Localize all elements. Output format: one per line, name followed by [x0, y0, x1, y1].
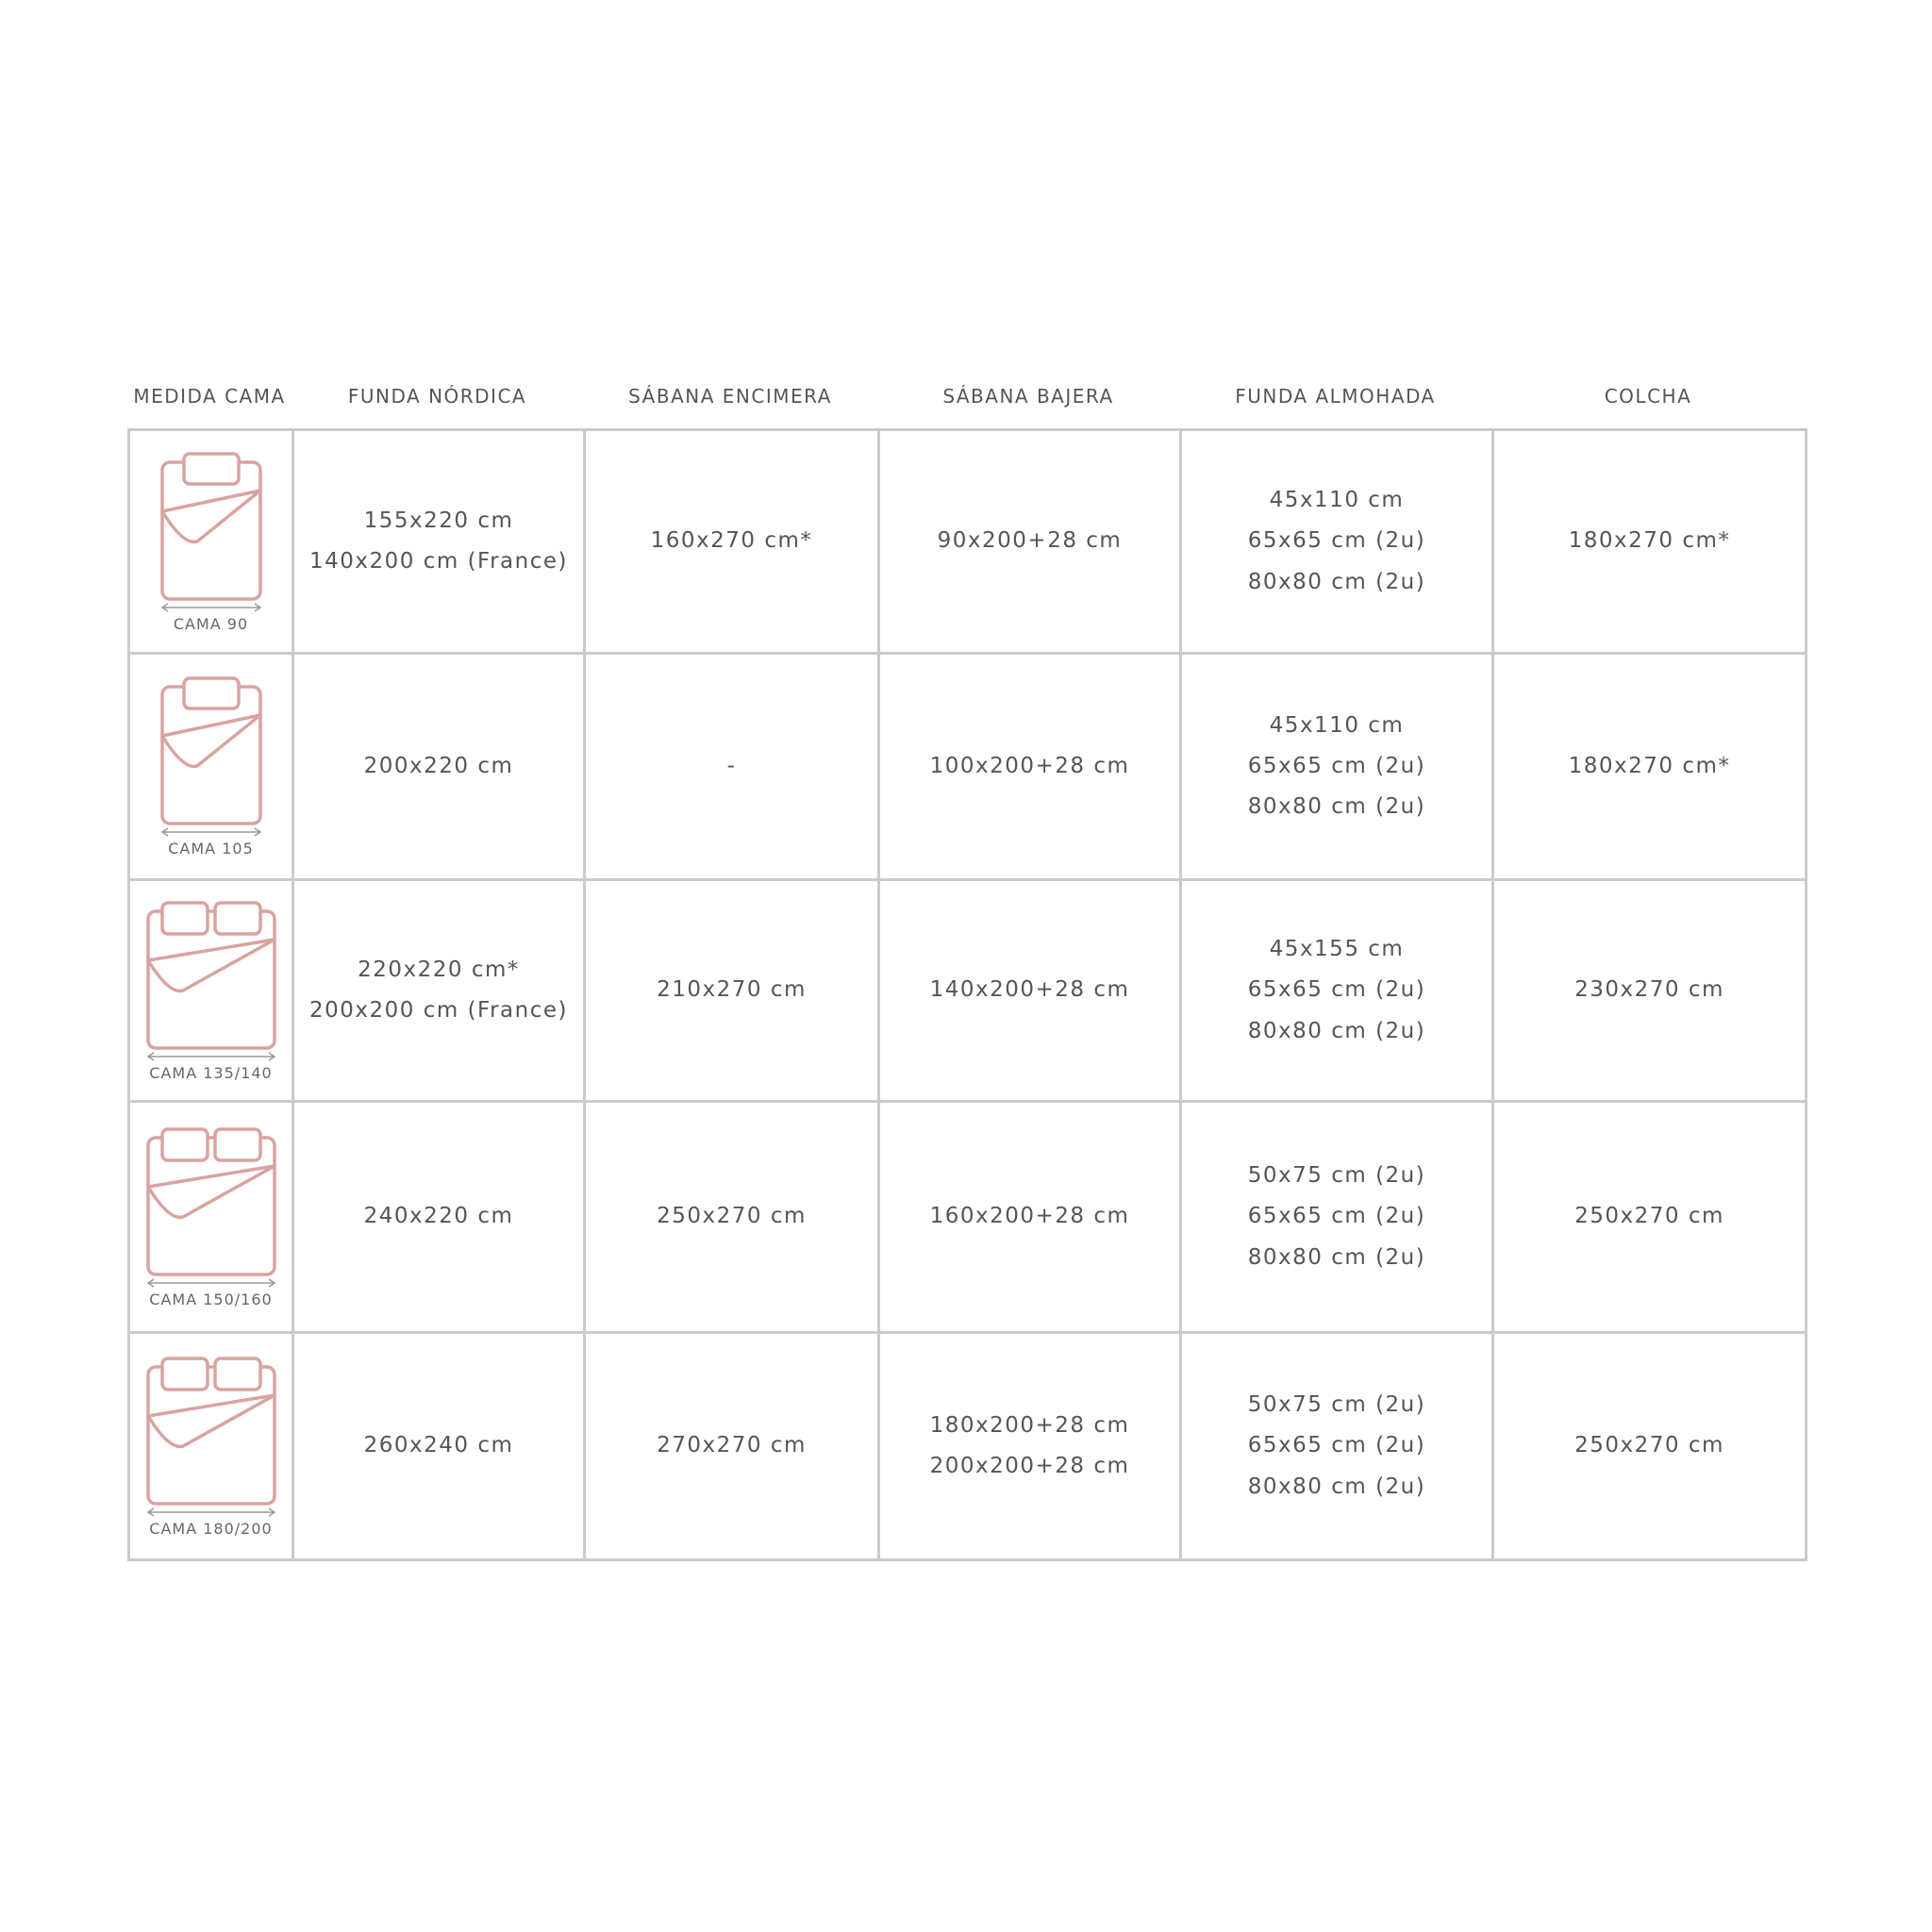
header-sabana-encimera: SÁBANA ENCIMERA — [628, 385, 832, 408]
bed-size-label: CAMA 180/200 — [149, 1519, 273, 1538]
width-arrow-icon — [146, 1507, 275, 1517]
colcha-cell: 230x270 cm — [1491, 878, 1807, 1103]
header-sabana-bajera: SÁBANA BAJERA — [942, 385, 1114, 408]
bed-size-cell: CAMA 135/140 — [127, 878, 294, 1103]
size-value: 250x270 cm — [1574, 1204, 1724, 1229]
size-value: 200x220 cm — [363, 753, 514, 778]
size-value: 260x240 cm — [363, 1433, 514, 1458]
bed-size-label: CAMA 105 — [168, 840, 254, 858]
double-bed-icon — [130, 1126, 291, 1289]
width-arrow-icon — [160, 827, 261, 837]
table-row: CAMA 90 155x220 cm 140x200 cm (France) 160x… — [127, 428, 1807, 655]
size-value: 200x200+28 cm — [929, 1454, 1130, 1478]
width-arrow-icon — [146, 1051, 275, 1061]
header-funda-nordica: FUNDA NÓRDICA — [347, 385, 527, 408]
sabana-bajera-cell: 160x200+28 cm — [877, 1100, 1182, 1334]
size-value: 45x155 cm — [1269, 937, 1405, 962]
table-row: CAMA 135/140 220x220 cm* 200x200 cm (Franc… — [127, 878, 1807, 1103]
width-arrow-icon — [146, 1277, 275, 1288]
funda-nordica-cell: 155x220 cm 140x200 cm (France) — [291, 428, 586, 655]
sabana-bajera-cell: 90x200+28 cm — [877, 428, 1182, 655]
colcha-cell: 250x270 cm — [1491, 1331, 1807, 1561]
size-value: - — [726, 753, 737, 778]
sabana-bajera-cell: 140x200+28 cm — [877, 878, 1182, 1103]
colcha-cell: 180x270 cm* — [1491, 428, 1807, 655]
double-bed-icon — [130, 900, 291, 1062]
sabana-encimera-cell: - — [583, 652, 880, 881]
table-row: CAMA 180/200 260x240 cm 270x270 cm 180x200+… — [127, 1331, 1807, 1561]
size-value: 220x220 cm* — [358, 957, 520, 982]
size-value: 180x270 cm* — [1568, 528, 1731, 554]
bed-size-label: CAMA 90 — [173, 614, 249, 633]
size-value: 80x80 cm (2u) — [1247, 569, 1426, 594]
size-value: 160x200+28 cm — [929, 1204, 1130, 1229]
size-value: 45x110 cm — [1269, 488, 1405, 513]
table-row: CAMA 150/160 240x220 cm 250x270 cm 160x200+… — [127, 1100, 1807, 1334]
size-value: 160x270 cm* — [650, 528, 813, 554]
size-value: 80x80 cm (2u) — [1247, 794, 1426, 820]
size-value: 140x200+28 cm — [929, 977, 1130, 1003]
table-row: CAMA 105 200x220 cm - 100x200+28 cm 45x110 c… — [127, 652, 1807, 881]
sabana-bajera-cell: 100x200+28 cm — [877, 652, 1182, 881]
width-arrow-icon — [160, 602, 261, 612]
size-value: 250x270 cm — [1574, 1433, 1724, 1458]
funda-almohada-cell: 45x110 cm 65x65 cm (2u) 80x80 cm (2u) — [1179, 428, 1494, 655]
funda-almohada-cell: 50x75 cm (2u) 65x65 cm (2u) 80x80 cm (2u) — [1179, 1331, 1494, 1561]
funda-almohada-cell: 45x155 cm 65x65 cm (2u) 80x80 cm (2u) — [1179, 878, 1494, 1103]
size-value: 50x75 cm (2u) — [1247, 1163, 1426, 1189]
header-funda-almohada: FUNDA ALMOHADA — [1235, 385, 1436, 408]
size-value: 90x200+28 cm — [937, 528, 1123, 554]
size-value: 80x80 cm (2u) — [1247, 1018, 1426, 1043]
size-value: 270x270 cm — [657, 1433, 807, 1458]
table-header: MEDIDA CAMA FUNDA NÓRDICA SÁBANA ENCIMER… — [127, 377, 1805, 415]
sabana-encimera-cell: 210x270 cm — [583, 878, 880, 1103]
header-colcha: COLCHA — [1604, 385, 1692, 408]
size-value: 65x65 cm (2u) — [1247, 1204, 1426, 1229]
funda-nordica-cell: 220x220 cm* 200x200 cm (France) — [291, 878, 586, 1103]
funda-nordica-cell: 240x220 cm — [291, 1100, 586, 1334]
sabana-bajera-cell: 180x200+28 cm 200x200+28 cm — [877, 1331, 1182, 1561]
size-value: 210x270 cm — [657, 977, 807, 1003]
bed-size-cell: CAMA 180/200 — [127, 1331, 294, 1561]
size-value: 230x270 cm — [1574, 977, 1724, 1003]
sabana-encimera-cell: 270x270 cm — [583, 1331, 880, 1561]
size-value: 240x220 cm — [363, 1204, 514, 1229]
size-value: 80x80 cm (2u) — [1247, 1474, 1426, 1499]
bed-size-cell: CAMA 105 — [127, 652, 294, 881]
size-table: CAMA 90 155x220 cm 140x200 cm (France) 160x… — [127, 428, 1807, 1561]
funda-almohada-cell: 45x110 cm 65x65 cm (2u) 80x80 cm (2u) — [1179, 652, 1494, 881]
bed-size-label: CAMA 150/160 — [149, 1290, 273, 1308]
size-value: 100x200+28 cm — [929, 753, 1130, 778]
size-value: 65x65 cm (2u) — [1247, 1433, 1426, 1458]
size-value: 250x270 cm — [657, 1204, 807, 1229]
funda-nordica-cell: 200x220 cm — [291, 652, 586, 881]
colcha-cell: 250x270 cm — [1491, 1100, 1807, 1334]
single-bed-icon — [130, 451, 291, 613]
size-value: 65x65 cm (2u) — [1247, 528, 1426, 554]
size-value: 80x80 cm (2u) — [1247, 1244, 1426, 1270]
size-value: 65x65 cm (2u) — [1247, 753, 1426, 778]
bed-size-cell: CAMA 150/160 — [127, 1100, 294, 1334]
size-value: 155x220 cm — [363, 508, 514, 533]
funda-almohada-cell: 50x75 cm (2u) 65x65 cm (2u) 80x80 cm (2u) — [1179, 1100, 1494, 1334]
size-value: 140x200 cm (France) — [308, 549, 568, 574]
bed-size-cell: CAMA 90 — [127, 428, 294, 655]
size-value: 50x75 cm (2u) — [1247, 1392, 1426, 1418]
double-bed-icon — [130, 1356, 291, 1518]
funda-nordica-cell: 260x240 cm — [291, 1331, 586, 1561]
sabana-encimera-cell: 160x270 cm* — [583, 428, 880, 655]
sabana-encimera-cell: 250x270 cm — [583, 1100, 880, 1334]
size-value: 65x65 cm (2u) — [1247, 977, 1426, 1003]
size-value: 180x200+28 cm — [929, 1412, 1130, 1438]
size-value: 45x110 cm — [1269, 712, 1405, 738]
bed-size-label: CAMA 135/140 — [149, 1063, 273, 1082]
header-medida-cama: MEDIDA CAMA — [133, 385, 286, 408]
single-bed-icon — [130, 675, 291, 838]
size-value: 180x270 cm* — [1568, 753, 1731, 778]
size-value: 200x200 cm (France) — [308, 998, 568, 1023]
colcha-cell: 180x270 cm* — [1491, 652, 1807, 881]
